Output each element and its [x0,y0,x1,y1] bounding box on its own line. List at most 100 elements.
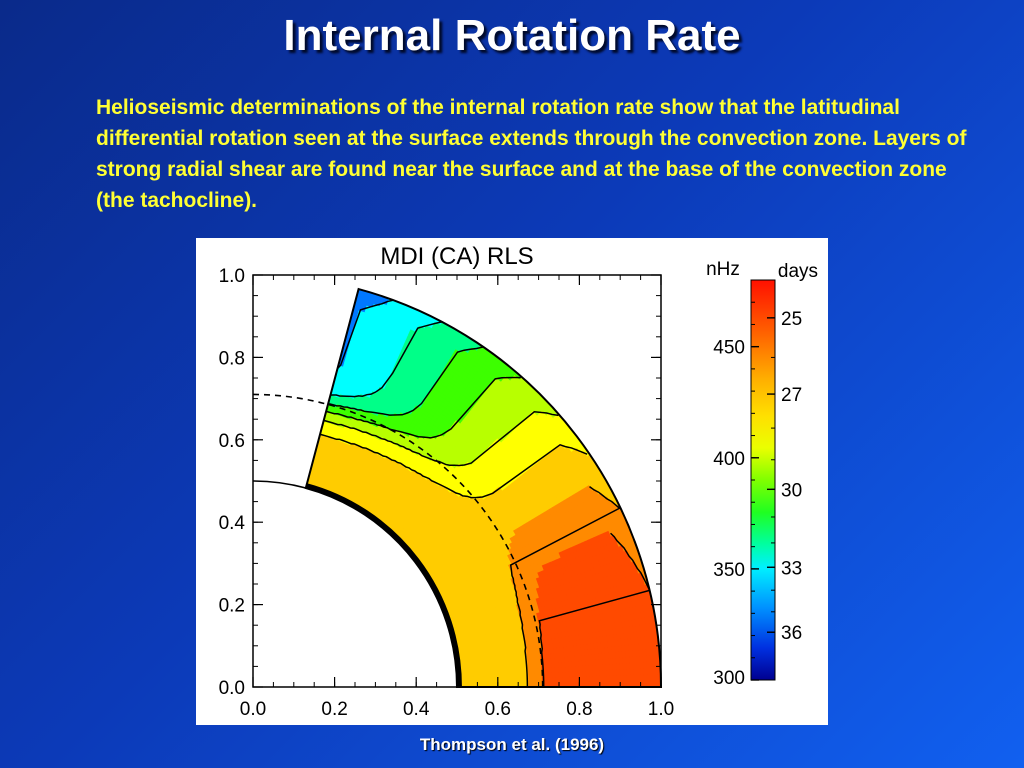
rotation-cell [466,669,472,674]
rotation-figure: MDI (CA) RLS 0.0 0.2 0.4 0.6 0.8 1.0 0.0 0.2 0.… [196,238,828,725]
rotation-cell [307,427,314,433]
rotation-cell [487,671,492,677]
rotation-cell [319,318,327,324]
rotation-cell [305,416,308,422]
rotation-cell [311,411,318,417]
rotation-cell [309,421,315,427]
rotation-cell [312,355,320,361]
rotation-cell [340,305,348,311]
rotation-cell [465,659,471,664]
rotation-cell [476,668,482,674]
rotation-cell [327,361,334,368]
slide-title: Internal Rotation Rate [283,11,741,60]
rotation-cell [305,367,307,373]
rotation-cell [305,402,310,408]
rotation-cell [339,308,348,315]
rotation-cell [311,330,319,336]
rotation-cell [334,328,343,335]
rotation-cell [462,666,468,671]
rotation-cell [298,412,304,417]
rotation-cell [305,437,307,443]
rotation-cell [326,340,334,347]
rotation-cell [317,293,326,299]
rotation-cell [298,381,304,386]
rotation-cell [305,381,310,387]
rotation-cell [489,660,495,665]
rotation-cell [324,371,332,378]
rotation-cell [305,412,308,418]
rotation-cell [332,313,340,320]
rotation-cell [486,664,492,669]
rotation-cell [305,367,312,374]
rotation-cell [320,388,328,395]
rotation-cell [325,368,333,375]
rotation-cell [305,356,309,363]
rotation-cell [306,357,314,363]
rotation-cell [314,394,321,400]
rotation-cell [490,667,495,673]
rotation-cell [316,387,323,393]
rotation-cell [293,442,298,447]
rotation-cell [298,384,304,389]
rotation-cell [288,473,292,478]
rotation-cell [327,337,335,343]
rotation-cell [308,312,316,319]
rotation-cell [305,343,311,349]
rotation-cell [327,305,336,312]
rotation-cell [298,475,303,480]
rotation-cell [306,361,313,367]
rotation-cell [315,390,322,397]
rotation-cell [310,414,317,420]
rotation-cell [289,463,294,468]
rotation-cell [300,444,305,449]
rotation-cell [466,666,471,671]
rotation-cell [486,667,492,673]
rotation-cell [311,292,320,298]
rotation-cell [323,375,331,381]
rotation-cell [307,316,316,322]
rotation-cell [310,432,317,438]
rotation-cell [292,425,297,430]
rotation-cell [305,465,309,471]
rotation-cell [309,302,318,308]
rotation-cell [463,673,468,678]
rotation-cell [305,388,308,394]
rotation-cell [328,330,336,337]
rotation-cell [321,307,329,314]
chart-title: MDI (CA) RLS [380,243,533,270]
rotation-cell [294,436,299,441]
rotation-cell [308,309,317,315]
rotation-cell [307,410,313,416]
rotation-cell [305,416,312,423]
rotation-cell [479,661,485,666]
rotation-cell [463,669,468,674]
rotation-cell [462,659,467,664]
rotation-cell [462,663,468,668]
rotation-cell [334,300,343,306]
rotation-cell [318,377,325,383]
rotation-cell [468,658,474,664]
rotation-cell [313,348,321,354]
rotation-cell [483,671,489,677]
rotation-cell [296,446,301,451]
rotation-cell [329,327,337,333]
rotation-cell [311,407,318,413]
rotation-cell [315,303,324,309]
rotation-cell [294,474,299,479]
rotation-cell [323,353,331,360]
rotation-cell [305,437,311,444]
rotation-cell [292,470,297,475]
rotation-cell [329,323,338,330]
rotation-cell [298,436,303,441]
rotation-cell [317,380,325,387]
rotation-cell [307,448,313,454]
rotation-cell [323,378,330,385]
rotation-cell [323,325,331,332]
rotation-cell [305,370,306,376]
rotation-cell [317,359,324,365]
rotation-cell [289,466,294,471]
rotation-cell [315,338,323,344]
rotation-cell [483,664,488,670]
rotation-cell [340,301,349,308]
rotation-cell [313,422,319,428]
